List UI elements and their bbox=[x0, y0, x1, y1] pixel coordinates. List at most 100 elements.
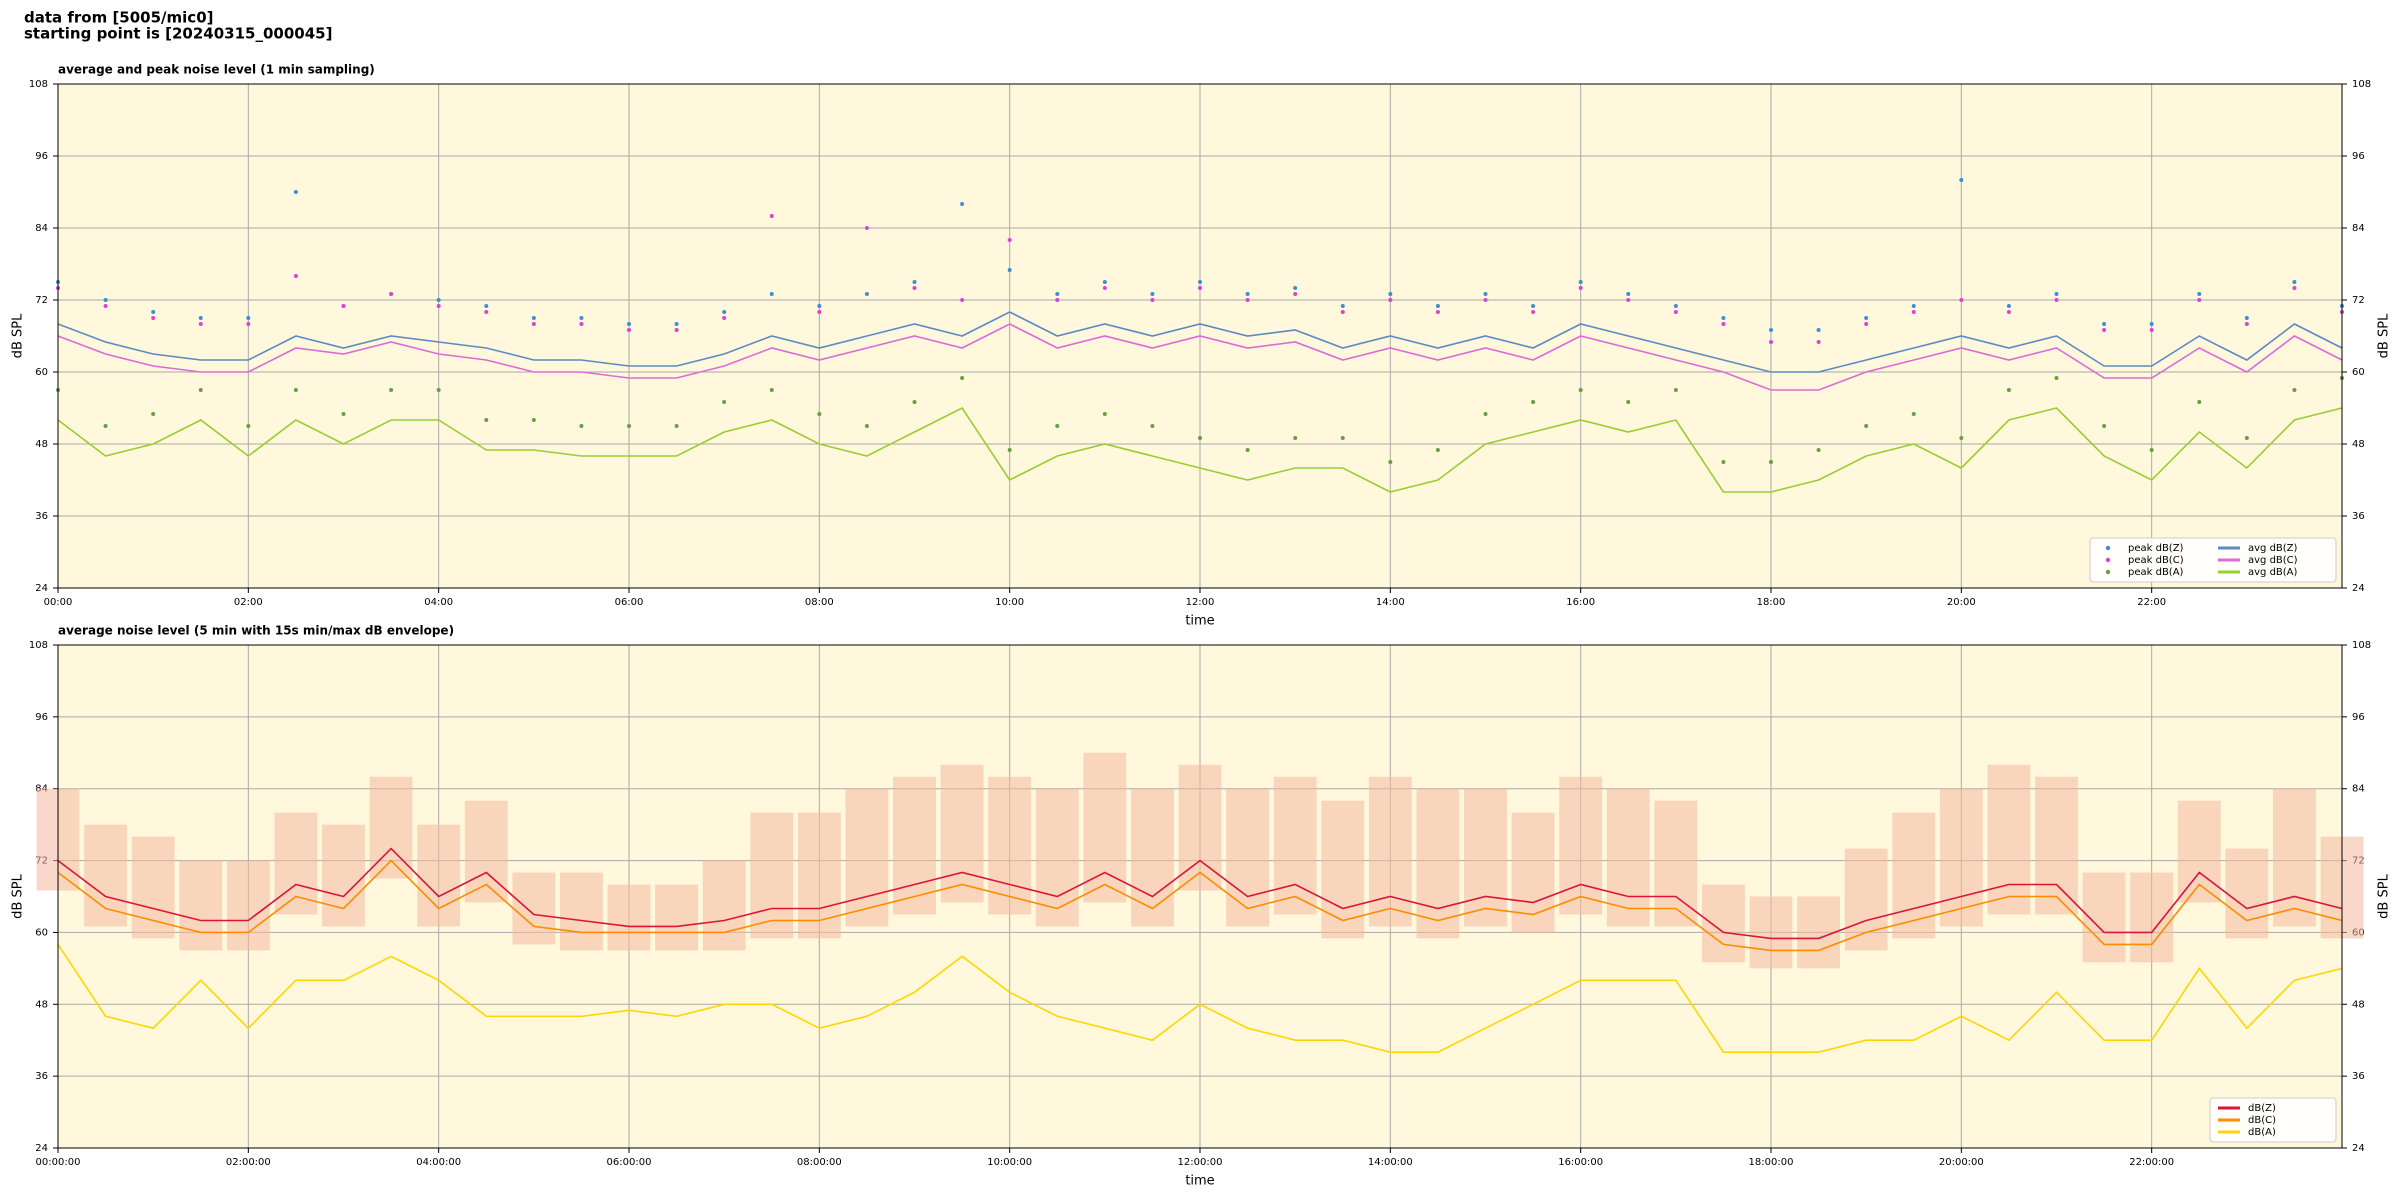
y-tick-label: 72 bbox=[2352, 295, 2365, 306]
peak-point bbox=[484, 418, 489, 422]
peak-point bbox=[1102, 280, 1107, 284]
peak-point bbox=[2149, 322, 2154, 326]
legend-label: dB(A) bbox=[2248, 1127, 2276, 1138]
y-tick-label: 24 bbox=[2352, 1143, 2365, 1154]
peak-point bbox=[1293, 436, 1298, 440]
peak-point bbox=[246, 424, 251, 428]
envelope-band bbox=[1131, 788, 1174, 927]
peak-point bbox=[1007, 268, 1012, 272]
peak-point bbox=[1864, 322, 1869, 326]
peak-point bbox=[1245, 292, 1250, 296]
peak-point bbox=[293, 274, 298, 278]
peak-point bbox=[1673, 388, 1678, 392]
envelope-band bbox=[988, 776, 1032, 915]
header-line: data from [5005/mic0] bbox=[24, 9, 214, 27]
y-tick-label: 24 bbox=[35, 1143, 48, 1154]
peak-point bbox=[1483, 412, 1488, 416]
y-axis-label: dB SPL bbox=[11, 873, 26, 918]
peak-point bbox=[2197, 298, 2202, 302]
envelope-band bbox=[226, 860, 270, 951]
envelope-band bbox=[607, 884, 651, 951]
peak-point bbox=[1959, 298, 1964, 302]
x-tick-label: 20:00:00 bbox=[1939, 1157, 1984, 1168]
y-tick-label: 96 bbox=[35, 712, 48, 723]
peak-point bbox=[1245, 298, 1250, 302]
x-tick-label: 20:00 bbox=[1947, 597, 1976, 608]
y-tick-label: 84 bbox=[2352, 223, 2365, 234]
peak-point bbox=[769, 292, 774, 296]
envelope-band bbox=[1464, 788, 1507, 927]
y-axis-label: dB SPL bbox=[2377, 873, 2392, 918]
peak-point bbox=[436, 388, 441, 392]
peak-point bbox=[1435, 310, 1440, 314]
series-line bbox=[57, 311, 2343, 373]
peak-point bbox=[531, 418, 536, 422]
y-tick-label: 96 bbox=[2352, 151, 2365, 162]
peak-point bbox=[246, 316, 251, 320]
y-tick-label: 36 bbox=[2352, 1071, 2365, 1082]
envelope-band bbox=[702, 860, 746, 951]
envelope-band bbox=[1939, 788, 1983, 927]
y-tick-label: 48 bbox=[2352, 439, 2365, 450]
peak-point bbox=[1007, 448, 1012, 452]
legend-label: avg dB(Z) bbox=[2248, 543, 2298, 554]
plot-frame bbox=[57, 83, 2343, 589]
peak-point bbox=[912, 286, 917, 290]
x-tick-label: 16:00:00 bbox=[1558, 1157, 1603, 1168]
y-tick-label: 36 bbox=[35, 511, 48, 522]
legend-label: peak dB(C) bbox=[2128, 555, 2184, 566]
series-line bbox=[57, 323, 2343, 391]
peak-point bbox=[1911, 304, 1916, 308]
y-tick-label: 60 bbox=[35, 927, 48, 938]
peak-point bbox=[1769, 340, 1773, 344]
x-tick-label: 14:00 bbox=[1376, 597, 1405, 608]
peak-point bbox=[293, 388, 298, 392]
peak-point bbox=[960, 202, 965, 206]
peak-point bbox=[1531, 400, 1536, 404]
peak-point bbox=[1816, 448, 1821, 452]
peak-point bbox=[1864, 424, 1869, 428]
legend-box bbox=[2089, 537, 2337, 583]
x-tick-label: 14:00:00 bbox=[1368, 1157, 1413, 1168]
peak-point bbox=[103, 298, 108, 302]
y-tick-label: 108 bbox=[29, 79, 48, 90]
peak-point bbox=[2197, 400, 2202, 404]
x-tick-label: 06:00:00 bbox=[607, 1157, 652, 1168]
x-tick-label: 18:00:00 bbox=[1749, 1157, 1794, 1168]
legend-marker bbox=[2105, 557, 2111, 563]
peak-point bbox=[1245, 448, 1250, 452]
peak-point bbox=[246, 322, 251, 326]
y-tick-label: 84 bbox=[2352, 784, 2365, 795]
x-tick-label: 06:00 bbox=[615, 597, 644, 608]
x-tick-label: 04:00:00 bbox=[416, 1157, 461, 1168]
envelope-band bbox=[750, 812, 794, 939]
peak-point bbox=[2006, 304, 2011, 308]
y-tick-label: 108 bbox=[2352, 79, 2371, 90]
envelope-band bbox=[322, 824, 365, 927]
x-tick-label: 12:00:00 bbox=[1178, 1157, 1223, 1168]
legend-label: dB(C) bbox=[2248, 1115, 2276, 1126]
peak-point bbox=[484, 304, 489, 308]
peak-point bbox=[198, 316, 203, 320]
envelope-band bbox=[2273, 788, 2316, 927]
x-tick-label: 00:00:00 bbox=[36, 1157, 81, 1168]
peak-point bbox=[2054, 292, 2059, 296]
peak-point bbox=[960, 298, 965, 302]
legend-box bbox=[2209, 1097, 2337, 1143]
envelope-band bbox=[797, 812, 841, 939]
peak-point bbox=[1388, 298, 1393, 302]
peak-point bbox=[579, 424, 584, 428]
envelope-band bbox=[1416, 788, 1460, 939]
peak-point bbox=[1673, 304, 1678, 308]
y-tick-label: 36 bbox=[2352, 511, 2365, 522]
envelope-band bbox=[2177, 800, 2221, 903]
y-axis-label: dB SPL bbox=[11, 313, 26, 358]
legend-marker bbox=[2105, 569, 2111, 575]
peak-point bbox=[1055, 424, 1060, 428]
peak-point bbox=[2244, 322, 2249, 326]
peak-point bbox=[198, 322, 203, 326]
y-tick-label: 60 bbox=[2352, 367, 2365, 378]
envelope-band bbox=[655, 884, 698, 951]
